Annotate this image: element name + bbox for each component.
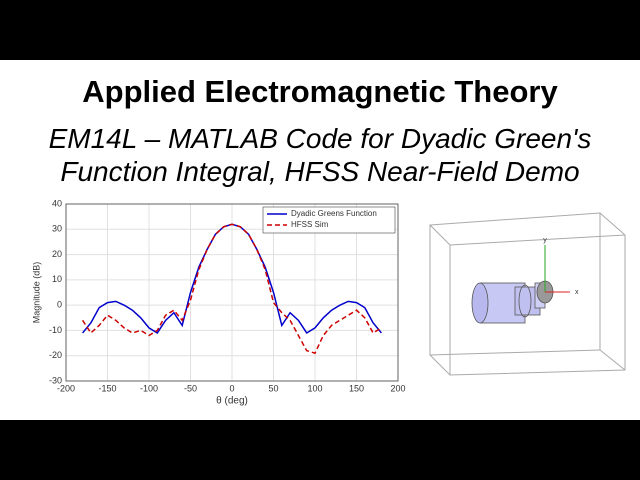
y-tick-label: 40	[52, 198, 62, 208]
x-tick-label: 150	[349, 383, 364, 393]
diagram: y x	[429, 212, 626, 376]
cylinder	[471, 280, 554, 324]
legend-box	[262, 206, 396, 234]
y-tick-label: -20	[49, 350, 62, 360]
y-tick-label: 20	[52, 249, 62, 259]
x-tick-label: 100	[307, 383, 322, 393]
x-tick-label: 200	[390, 383, 405, 393]
y-tick-label: -30	[49, 375, 62, 385]
legend-label: Dyadic Greens Function	[291, 209, 377, 218]
x-tick-label: -150	[98, 383, 116, 393]
axis-label: y	[543, 237, 547, 244]
axis-label: x	[575, 289, 579, 296]
letterbox-top	[0, 0, 640, 60]
letterbox-bottom	[0, 420, 640, 480]
box	[429, 212, 626, 376]
x-axis-label: θ (deg)	[216, 396, 248, 407]
subtitle: Function Integral, HFSS Near-Field Demo	[60, 156, 580, 187]
series-line	[81, 223, 382, 355]
y-tick-label: 10	[52, 274, 62, 284]
x-tick-label: -100	[140, 383, 158, 393]
x-tick-label: 0	[229, 383, 234, 393]
x-tick-label: -200	[57, 383, 75, 393]
legend-label: HFSS Sim	[291, 220, 329, 229]
y-tick-label: 30	[52, 224, 62, 234]
subtitle: EM14L – MATLAB Code for Dyadic Green's	[48, 123, 592, 154]
x-tick-label: -50	[184, 383, 197, 393]
plot-frame	[65, 203, 399, 382]
title: Applied Electromagnetic Theory	[82, 74, 558, 109]
y-tick-label: 0	[57, 300, 62, 310]
y-tick-label: -10	[49, 325, 62, 335]
y-axis-label: Magnitude (dB)	[31, 262, 41, 324]
x-tick-label: 50	[268, 383, 278, 393]
